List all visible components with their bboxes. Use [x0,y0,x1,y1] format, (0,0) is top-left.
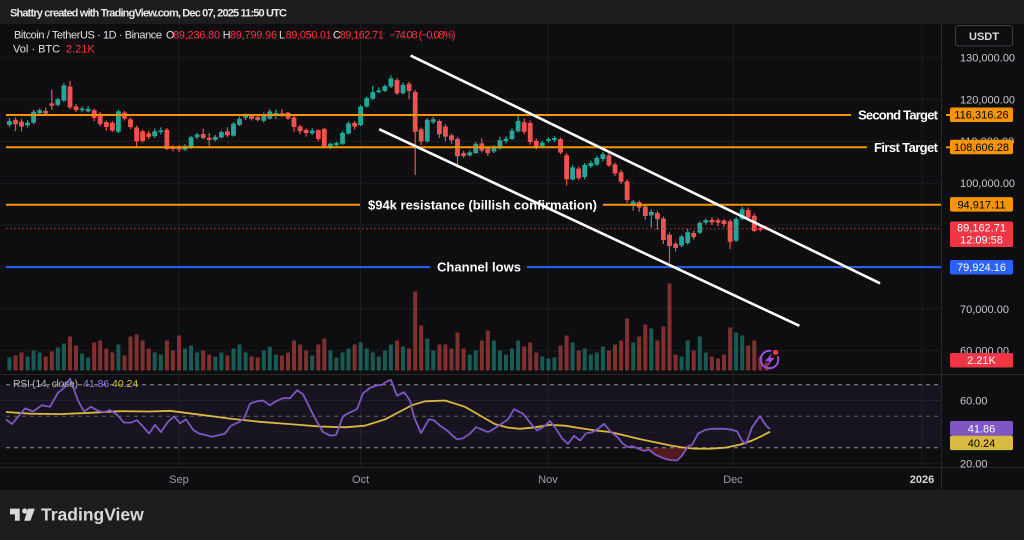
svg-text:Bitcoin / TetherUS · 1D · Bina: Bitcoin / TetherUS · 1D · Binance [14,30,162,42]
svg-text:2.21K: 2.21K [66,44,95,56]
svg-text:Sep: Sep [169,474,189,486]
svg-text:$94k resistance (billish confi: $94k resistance (billish confirmation) [368,197,597,212]
svg-text:RSI (14, close): RSI (14, close) [13,378,78,390]
svg-text:108,606.28: 108,606.28 [954,142,1009,154]
svg-text:2026: 2026 [910,474,934,486]
svg-text:89,162.71: 89,162.71 [340,30,384,42]
svg-text:Channel lows: Channel lows [437,260,521,275]
svg-text:2.21K: 2.21K [967,355,996,367]
svg-text:20.00: 20.00 [960,458,988,470]
svg-text:−74.08 (−0.08%): −74.08 (−0.08%) [390,30,456,42]
svg-text:12:09:58: 12:09:58 [960,235,1003,247]
svg-text:Dec: Dec [723,474,743,486]
svg-text:C: C [333,30,341,42]
svg-text:89,050.01: 89,050.01 [286,30,332,42]
svg-text:40.24: 40.24 [112,378,138,390]
svg-text:89,162.71: 89,162.71 [957,223,1006,235]
svg-text:L: L [279,30,285,42]
svg-text:70,000.00: 70,000.00 [960,304,1009,316]
svg-text:TradingView: TradingView [41,505,144,525]
svg-text:116,316.26: 116,316.26 [954,110,1008,122]
svg-text:Second Target: Second Target [858,108,939,123]
svg-text:60.00: 60.00 [960,396,988,408]
svg-text:41.86: 41.86 [968,423,996,435]
svg-text:79,924.16: 79,924.16 [957,262,1006,274]
svg-text:O: O [166,30,174,42]
svg-text:USDT: USDT [969,31,999,43]
svg-text:41.86: 41.86 [83,378,109,390]
svg-text:First Target: First Target [874,140,939,155]
svg-text:Shattry created with TradingVi: Shattry created with TradingView.com, De… [10,8,287,20]
svg-text:120,000.00: 120,000.00 [960,94,1015,106]
svg-text:89,799.96: 89,799.96 [230,30,277,42]
svg-text:40.24: 40.24 [968,438,996,450]
svg-text:Oct: Oct [352,474,369,486]
svg-text:H: H [223,30,231,42]
svg-text:Vol · BTC: Vol · BTC [13,44,60,56]
svg-text:94,917.11: 94,917.11 [957,199,1005,211]
svg-text:89,236.80: 89,236.80 [173,30,220,42]
svg-text:130,000.00: 130,000.00 [960,52,1015,64]
svg-text:100,000.00: 100,000.00 [960,178,1015,190]
svg-text:Nov: Nov [538,474,558,486]
